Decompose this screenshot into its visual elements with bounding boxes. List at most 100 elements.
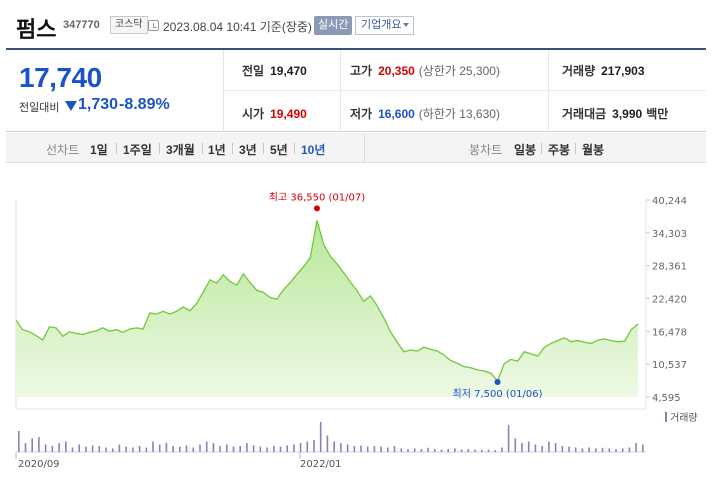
high-label: 고가 — [350, 64, 373, 78]
volume-bar — [514, 438, 517, 452]
volume-bar — [232, 446, 235, 452]
candle-chart-label: 봉차트 — [469, 143, 503, 157]
stock-code: 347770 — [63, 19, 100, 31]
volume-bar — [601, 447, 604, 452]
axis-ticks: 40,244 34,303 28,361 22,420 16,478 10,537 4,59… — [15, 196, 698, 470]
volume-bar — [373, 446, 376, 452]
volume-bar — [393, 446, 396, 452]
toolbar-separator — [294, 143, 295, 154]
volume-bar — [534, 444, 537, 452]
change-rate: -8.89% — [119, 96, 170, 113]
volume-bar — [179, 446, 181, 452]
volume-bar — [574, 447, 577, 452]
volume-bar — [78, 444, 80, 452]
price-change: 1,730 — [78, 96, 119, 113]
volume-bar — [205, 441, 208, 452]
toolbar-separator — [575, 143, 576, 154]
volume-bar — [111, 448, 114, 452]
volume-bar — [501, 447, 503, 452]
price-chart-svg: 40,244 34,303 28,361 22,420 16,478 10,537 4,59… — [15, 191, 698, 470]
volume-bar — [24, 443, 27, 452]
low-label: 저가 — [350, 107, 373, 121]
volume-bar — [561, 446, 564, 452]
volume-bar — [360, 445, 362, 452]
volume-label: 거래량 — [562, 64, 596, 78]
volume-bar — [172, 446, 174, 452]
y-tick-label: 4,595 — [652, 393, 681, 404]
open-value: 19,490 — [270, 107, 307, 121]
volume-value: 217,903 — [601, 64, 645, 78]
annotations: 최고 36,550 (01/07) 최저 7,500 (01/06) — [269, 191, 543, 400]
min-marker — [494, 378, 501, 385]
volume-bar — [340, 443, 342, 452]
price-chart[interactable]: 40,244 34,303 28,361 22,420 16,478 10,537 4,59… — [0, 163, 712, 479]
volume-bar — [199, 444, 201, 452]
y-tick-label: 22,420 — [652, 295, 687, 306]
volume-bar — [158, 444, 161, 452]
candle-daily[interactable]: 일봉 — [514, 143, 537, 157]
trade-value-label: 거래대금 — [562, 107, 607, 121]
volume-bar — [581, 448, 584, 452]
min-annotation: 최저 7,500 (01/06) — [453, 388, 543, 400]
volume-bar — [152, 441, 154, 452]
volume-bar — [353, 446, 356, 452]
period-1y[interactable]: 1년 — [208, 143, 226, 157]
volume-bar — [18, 431, 20, 452]
volume-bar — [239, 446, 241, 452]
trade-value-unit: 백만 — [646, 107, 669, 121]
volume-bar — [286, 445, 288, 452]
toolbar-separator — [232, 143, 233, 154]
volume-bar — [467, 449, 470, 452]
volume-bar — [279, 446, 282, 452]
period-1w[interactable]: 1주일 — [123, 143, 152, 157]
volume-bar — [494, 450, 496, 452]
candle-weekly[interactable]: 주봉 — [548, 143, 571, 157]
volume-bar — [252, 445, 255, 452]
volume-bar — [138, 446, 141, 452]
y-tick-label: 28,361 — [652, 262, 687, 273]
y-tick-label: 10,537 — [652, 360, 687, 371]
stock-name: 펌스 — [16, 17, 57, 42]
volume-bar — [628, 447, 631, 452]
volume-bar — [400, 448, 403, 452]
period-10y[interactable]: 10년 — [301, 143, 326, 157]
volume-bar — [527, 441, 530, 452]
realtime-button[interactable]: 실시간 — [314, 16, 353, 35]
volume-bar — [259, 446, 262, 452]
market-badge: 코스닥 — [110, 16, 148, 34]
price-area-fill — [16, 220, 638, 397]
y-tick-label: 40,244 — [652, 196, 687, 207]
volume-bar — [541, 446, 543, 452]
row-divider — [224, 90, 706, 91]
quote-panel: 17,740 전일대비 1,730 -8.89% 전일 19,470 고가 20,3… — [6, 48, 706, 132]
volume-bar — [481, 449, 483, 452]
change-label: 전일대비 — [19, 102, 60, 114]
period-5y[interactable]: 5년 — [270, 143, 288, 157]
period-3y[interactable]: 3년 — [239, 143, 257, 157]
volume-bar — [427, 447, 429, 452]
candle-monthly[interactable]: 월봉 — [582, 143, 605, 157]
down-triangle-icon — [65, 101, 77, 111]
quote-datetime: 2023.08.04 10:41 기준(장중) — [163, 20, 312, 34]
trade-value-cell: 거래대금 3,990 백만 — [562, 105, 668, 122]
volume-bar — [313, 440, 315, 452]
trade-value: 3,990 — [612, 107, 643, 121]
volume-bar — [440, 449, 443, 452]
company-overview-dropdown[interactable]: 기업개요 — [355, 16, 415, 35]
chart-toolbar: 선차트 1일 1주일 3개월 1년 3년 5년 10년 봉차트 일봉 주봉 월봉 — [6, 133, 706, 163]
toolbar-divider — [364, 133, 365, 163]
price-line — [15, 220, 639, 383]
price-area-layer — [15, 220, 639, 397]
volume-cell: 거래량 217,903 — [562, 62, 645, 79]
period-1d[interactable]: 1일 — [90, 143, 108, 157]
x-tick-label: 2022/01 — [300, 459, 342, 470]
volume-bar — [319, 422, 322, 452]
period-3m[interactable]: 3개월 — [166, 143, 195, 157]
volume-bar — [91, 445, 94, 452]
toolbar-separator — [202, 143, 203, 154]
volume-bar — [346, 444, 349, 452]
low-cell: 저가 16,600 (하한가 13,630) — [350, 105, 500, 122]
volume-bar — [105, 447, 107, 452]
volume-legend-swatch — [665, 412, 667, 422]
prev-close-label: 전일 — [242, 64, 265, 78]
